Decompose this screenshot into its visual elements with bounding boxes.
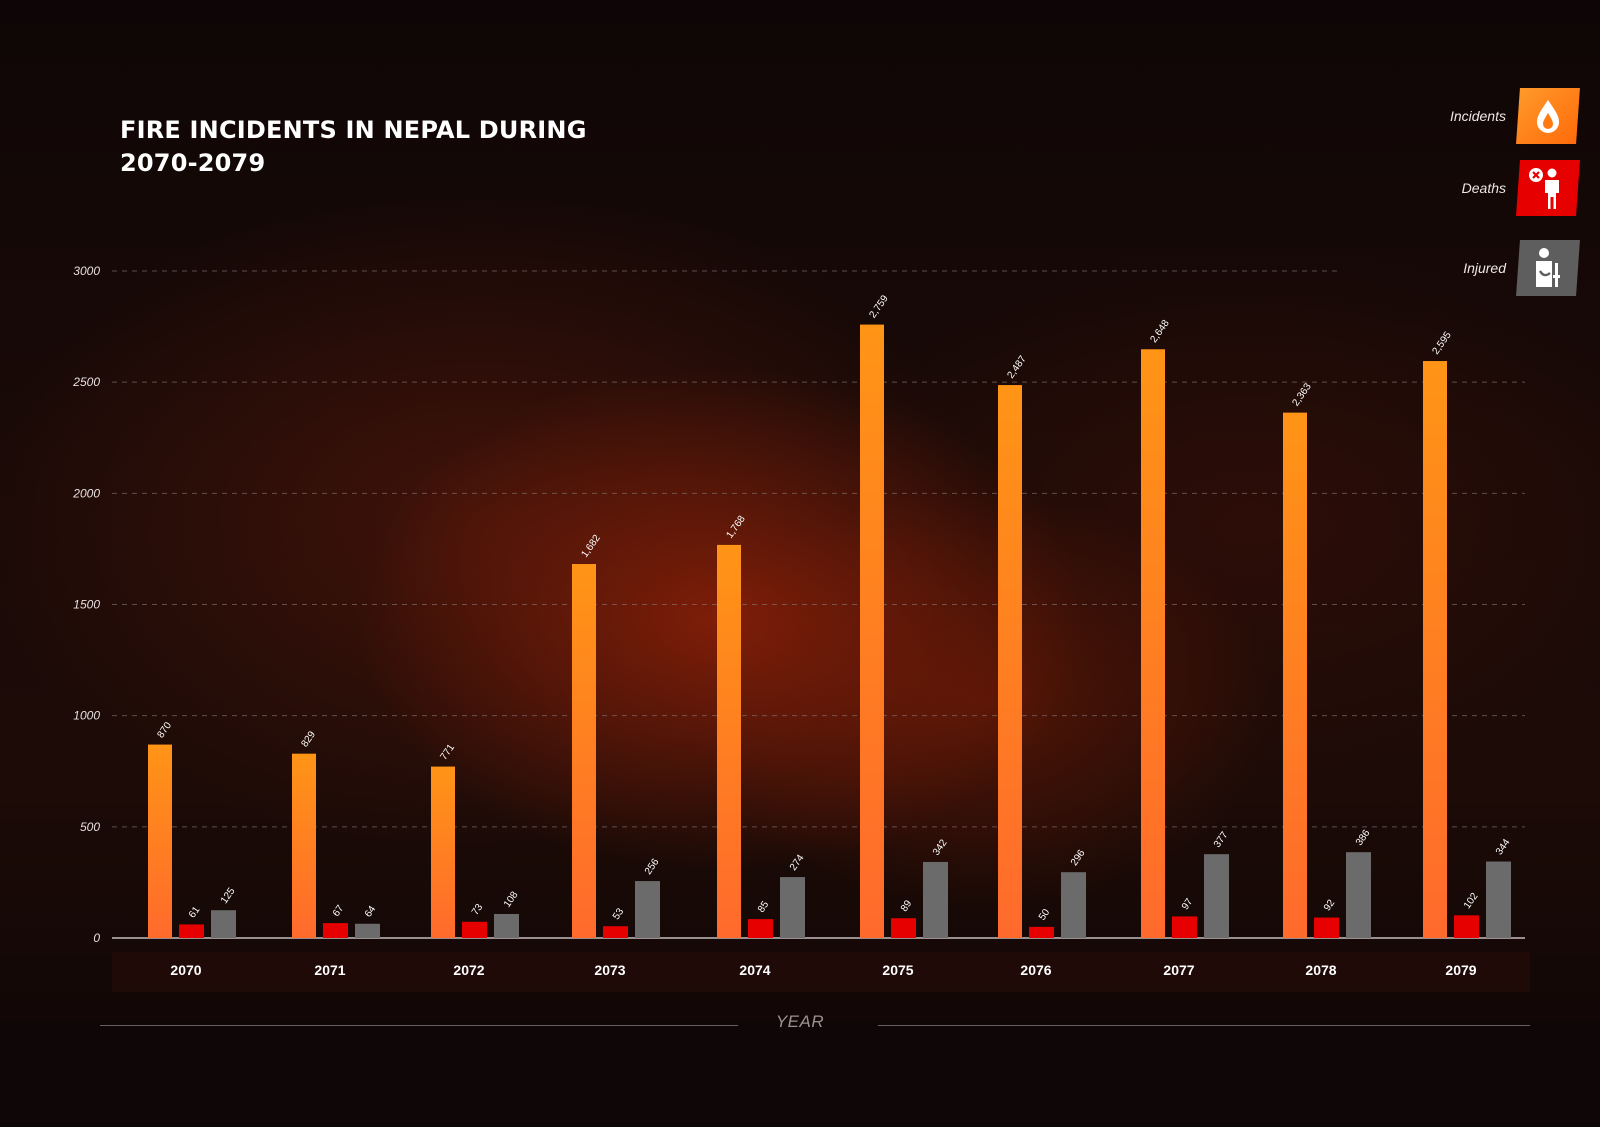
bar-injured-2070 xyxy=(211,910,236,938)
data-label-injured: 342 xyxy=(931,837,950,857)
data-label-deaths: 50 xyxy=(1037,907,1053,923)
bar-deaths-2079 xyxy=(1454,915,1479,938)
data-label-injured: 344 xyxy=(1494,837,1513,857)
bar-incidents-2074 xyxy=(717,544,741,938)
y-tick-label: 2000 xyxy=(72,486,100,500)
data-label-deaths: 92 xyxy=(1322,897,1338,913)
data-label-deaths: 61 xyxy=(187,904,203,920)
bar-deaths-2070 xyxy=(179,924,204,938)
data-label-deaths: 102 xyxy=(1462,891,1481,911)
data-label-injured: 256 xyxy=(643,856,662,876)
data-label-injured: 274 xyxy=(788,852,807,872)
flame-drop-icon xyxy=(1516,88,1580,144)
bar-deaths-2073 xyxy=(603,926,628,938)
data-label-injured: 108 xyxy=(502,889,521,909)
data-label-injured: 377 xyxy=(1212,830,1231,850)
data-label-injured: 125 xyxy=(219,886,238,906)
x-tick-label: 2074 xyxy=(739,962,770,978)
bar-incidents-2077 xyxy=(1141,349,1165,938)
bar-deaths-2071 xyxy=(323,923,348,938)
data-label-deaths: 67 xyxy=(331,903,347,919)
data-label-incidents: 1,682 xyxy=(579,533,603,560)
bar-injured-2078 xyxy=(1346,852,1371,938)
data-label-incidents: 2,759 xyxy=(867,293,891,320)
data-label-incidents: 2,487 xyxy=(1005,354,1029,381)
x-tick-label: 2079 xyxy=(1445,962,1476,978)
bar-injured-2071 xyxy=(355,923,380,938)
data-label-incidents: 2,363 xyxy=(1290,381,1314,408)
x-axis-rule-left xyxy=(100,1025,738,1026)
x-tick-label: 2070 xyxy=(170,962,201,978)
bar-incidents-2071 xyxy=(292,753,316,938)
bar-injured-2073 xyxy=(635,881,660,938)
x-tick-label: 2071 xyxy=(314,962,345,978)
bar-incidents-2079 xyxy=(1423,361,1447,938)
bar-injured-2077 xyxy=(1204,854,1229,938)
bar-deaths-2072 xyxy=(462,921,487,938)
x-tick-label: 2078 xyxy=(1305,962,1336,978)
bar-incidents-2073 xyxy=(572,564,596,938)
chart-title-line-2: 2070-2079 xyxy=(120,149,266,177)
bar-deaths-2075 xyxy=(891,918,916,938)
y-tick-label: 500 xyxy=(80,820,100,834)
legend-label-injured: Injured xyxy=(1463,260,1506,276)
bar-incidents-2078 xyxy=(1283,412,1307,938)
y-tick-label: 1000 xyxy=(73,709,100,723)
data-label-deaths: 73 xyxy=(470,902,486,918)
y-tick-label: 1500 xyxy=(73,598,100,612)
data-label-incidents: 829 xyxy=(299,729,318,749)
legend-item-deaths: Deaths xyxy=(1340,160,1580,216)
data-label-deaths: 97 xyxy=(1180,896,1196,912)
bar-deaths-2076 xyxy=(1029,926,1054,938)
bar-injured-2075 xyxy=(923,861,948,938)
x-tick-label: 2072 xyxy=(453,962,484,978)
bar-deaths-2078 xyxy=(1314,917,1339,938)
chart-title-line-1: FIRE INCIDENTS IN NEPAL DURING xyxy=(120,116,587,144)
legend-item-injured: Injured xyxy=(1340,240,1580,296)
data-label-incidents: 2,595 xyxy=(1430,330,1454,357)
bar-injured-2079 xyxy=(1486,861,1511,938)
x-tick-label: 2077 xyxy=(1163,962,1194,978)
data-label-incidents: 1,768 xyxy=(724,513,748,540)
x-tick-label: 2075 xyxy=(882,962,913,978)
data-label-incidents: 870 xyxy=(155,720,174,740)
bar-injured-2074 xyxy=(780,877,805,938)
data-label-injured: 296 xyxy=(1069,848,1088,868)
data-label-incidents: 771 xyxy=(438,742,457,762)
x-tick-label: 2073 xyxy=(594,962,625,978)
legend-label-incidents: Incidents xyxy=(1449,108,1506,124)
y-tick-label: 2500 xyxy=(72,375,100,389)
bar-incidents-2075 xyxy=(860,324,884,938)
person-injured-icon xyxy=(1516,240,1580,296)
x-axis-band xyxy=(112,952,1530,992)
chart-title: FIRE INCIDENTS IN NEPAL DURING 2070-2079 xyxy=(120,114,587,180)
legend-label-deaths: Deaths xyxy=(1461,180,1506,196)
x-axis-title: YEAR xyxy=(775,1012,825,1031)
bar-incidents-2070 xyxy=(148,744,172,938)
footer-band xyxy=(0,1020,1600,1127)
bar-deaths-2074 xyxy=(748,919,773,938)
x-tick-label: 2076 xyxy=(1020,962,1051,978)
person-death-icon xyxy=(1516,160,1580,216)
data-label-deaths: 53 xyxy=(611,906,627,922)
legend-item-incidents: Incidents xyxy=(1340,88,1580,144)
bar-injured-2076 xyxy=(1061,872,1086,938)
data-label-injured: 64 xyxy=(363,904,379,920)
data-label-injured: 386 xyxy=(1354,828,1373,848)
bar-incidents-2076 xyxy=(998,385,1022,938)
data-label-deaths: 89 xyxy=(899,898,915,914)
data-label-deaths: 85 xyxy=(756,899,772,915)
bar-deaths-2077 xyxy=(1172,916,1197,938)
y-tick-label: 3000 xyxy=(73,264,100,278)
x-axis-rule-right xyxy=(878,1025,1530,1026)
bar-incidents-2072 xyxy=(431,766,455,938)
data-label-incidents: 2,648 xyxy=(1148,318,1172,345)
bar-injured-2072 xyxy=(494,913,519,938)
y-tick-label: 0 xyxy=(93,931,100,945)
